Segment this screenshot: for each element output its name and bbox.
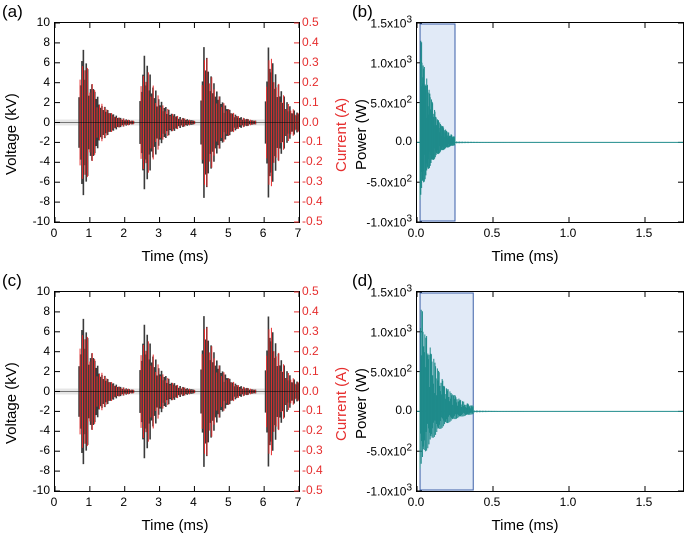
- y-tick-label: 2: [0, 96, 50, 108]
- y-tick-label: 1.5x103: [350, 284, 412, 299]
- y-tick-label: 8: [0, 36, 50, 48]
- y-tick-label: 1.0x103: [350, 54, 412, 69]
- y-tick-label: -5.0x102: [350, 443, 412, 458]
- y2-tick-label: 0.5: [302, 285, 324, 297]
- y-tick-label: 6: [0, 325, 50, 337]
- y-tick-label: -8: [0, 464, 50, 476]
- plot-frame: [54, 22, 300, 223]
- y-tick-label: 8: [0, 305, 50, 317]
- x-tick-label: 1.5: [636, 227, 653, 239]
- y-tick-label: 0.0: [350, 404, 412, 416]
- y-tick-label: -2: [0, 135, 50, 147]
- y2-tick-label: -0.3: [302, 175, 324, 187]
- y2-tick-label: -0.4: [302, 464, 324, 476]
- xlabel: Time (ms): [350, 248, 700, 265]
- y-tick-label: -6: [0, 444, 50, 456]
- x-tick-label: 1: [86, 496, 93, 508]
- y-tick-label: 4: [0, 345, 50, 357]
- y-tick-label: -2: [0, 404, 50, 416]
- plot-svg: [55, 292, 299, 491]
- y-tick-label: -1.0x103: [350, 214, 412, 229]
- ylabel-right: Current (A): [333, 0, 350, 269]
- x-tick-label: 0.5: [484, 496, 501, 508]
- x-tick-label: 5: [225, 496, 232, 508]
- figure-root: (a) Voltage (kV) Current (A) Time (ms) B…: [0, 0, 700, 538]
- xlabel: Time (ms): [0, 248, 350, 265]
- y2-tick-label: -0.5: [302, 215, 324, 227]
- y2-tick-label: 0.0: [302, 116, 324, 128]
- y-tick-label: -4: [0, 424, 50, 436]
- x-tick-label: 5: [225, 227, 232, 239]
- y-tick-label: 5.0x102: [350, 94, 412, 109]
- x-tick-label: 6: [260, 496, 267, 508]
- y2-tick-label: 0.1: [302, 365, 324, 377]
- panel-c: (c) Voltage (kV) Current (A) Time (ms) T…: [0, 269, 350, 538]
- x-tick-label: 1.0: [560, 496, 577, 508]
- y2-tick-label: 0.4: [302, 36, 324, 48]
- panel-d: (d) Power (W) Time (ms) TiO₂@GO 0.00.51.…: [350, 269, 700, 538]
- x-tick-label: 0.5: [484, 227, 501, 239]
- y2-tick-label: 0.2: [302, 345, 324, 357]
- y2-tick-label: 0.3: [302, 56, 324, 68]
- y-tick-label: -10: [0, 484, 50, 496]
- xlabel: Time (ms): [0, 517, 350, 534]
- y2-tick-label: 0.5: [302, 16, 324, 28]
- x-tick-label: 1: [86, 227, 93, 239]
- plot-frame: [416, 22, 684, 223]
- y-tick-label: 0.0: [350, 135, 412, 147]
- y-tick-label: 1.0x103: [350, 323, 412, 338]
- x-tick-label: 7: [295, 227, 302, 239]
- y2-tick-label: -0.1: [302, 404, 324, 416]
- y2-tick-label: -0.4: [302, 195, 324, 207]
- y-tick-label: -1.0x103: [350, 483, 412, 498]
- y-tick-label: 10: [0, 285, 50, 297]
- x-tick-label: 0: [51, 227, 58, 239]
- y2-tick-label: 0.0: [302, 385, 324, 397]
- x-tick-label: 7: [295, 496, 302, 508]
- y-tick-label: -8: [0, 195, 50, 207]
- y-tick-label: 0: [0, 385, 50, 397]
- plot-frame: [54, 291, 300, 492]
- y2-tick-label: -0.2: [302, 424, 324, 436]
- y2-tick-label: 0.2: [302, 76, 324, 88]
- ylabel-right: Current (A): [333, 269, 350, 538]
- y-tick-label: 5.0x102: [350, 363, 412, 378]
- x-tick-label: 4: [190, 496, 197, 508]
- panel-b: (b) Power (W) Time (ms) Blank 0.00.51.01…: [350, 0, 700, 269]
- y2-tick-label: -0.2: [302, 155, 324, 167]
- x-tick-label: 0.0: [408, 496, 425, 508]
- panel-a: (a) Voltage (kV) Current (A) Time (ms) B…: [0, 0, 350, 269]
- y2-tick-label: -0.5: [302, 484, 324, 496]
- y-tick-label: 6: [0, 56, 50, 68]
- y-tick-label: 4: [0, 76, 50, 88]
- y2-tick-label: 0.3: [302, 325, 324, 337]
- xlabel: Time (ms): [350, 517, 700, 534]
- x-tick-label: 2: [120, 496, 127, 508]
- y-tick-label: -10: [0, 215, 50, 227]
- y2-tick-label: -0.1: [302, 135, 324, 147]
- x-tick-label: 1.0: [560, 227, 577, 239]
- x-tick-label: 3: [155, 496, 162, 508]
- x-tick-label: 4: [190, 227, 197, 239]
- y-tick-label: 0: [0, 116, 50, 128]
- x-tick-label: 2: [120, 227, 127, 239]
- y-tick-label: -5.0x102: [350, 174, 412, 189]
- x-tick-label: 3: [155, 227, 162, 239]
- y-tick-label: -6: [0, 175, 50, 187]
- y2-tick-label: 0.1: [302, 96, 324, 108]
- x-tick-label: 1.5: [636, 496, 653, 508]
- x-tick-label: 0: [51, 496, 58, 508]
- plot-svg: [55, 23, 299, 222]
- x-tick-label: 6: [260, 227, 267, 239]
- y-tick-label: 1.5x103: [350, 15, 412, 30]
- y-tick-label: 2: [0, 365, 50, 377]
- y-tick-label: 10: [0, 16, 50, 28]
- x-tick-label: 0.0: [408, 227, 425, 239]
- plot-frame: [416, 291, 684, 492]
- y2-tick-label: 0.4: [302, 305, 324, 317]
- plot-svg: [417, 292, 683, 491]
- y2-tick-label: -0.3: [302, 444, 324, 456]
- y-tick-label: -4: [0, 155, 50, 167]
- plot-svg: [417, 23, 683, 222]
